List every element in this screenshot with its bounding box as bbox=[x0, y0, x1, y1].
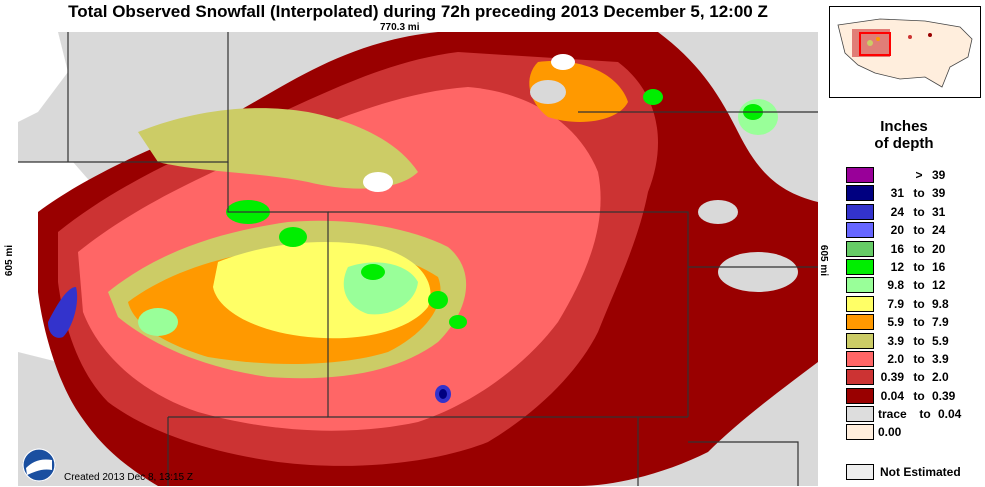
legend-swatch bbox=[846, 203, 874, 220]
legend-to-word: to bbox=[913, 223, 925, 238]
legend-to-word: to bbox=[913, 333, 925, 348]
legend-row: 24 to 31 bbox=[846, 203, 976, 221]
legend-row: trace to 0.04 bbox=[846, 405, 976, 423]
legend-swatch-not-estimated bbox=[846, 464, 874, 480]
legend-value-low: 24 bbox=[890, 204, 904, 219]
legend-swatch bbox=[846, 424, 874, 441]
legend-swatch bbox=[846, 350, 874, 367]
legend-to-word: to bbox=[913, 204, 925, 219]
legend-row: 20 to 24 bbox=[846, 221, 976, 239]
legend-value-low: 0.00 bbox=[878, 425, 902, 440]
legend-value-high: 5.9 bbox=[932, 333, 949, 348]
vertical-scale-label-right: 605 mi bbox=[818, 244, 830, 277]
vertical-scale-label-left: 605 mi bbox=[4, 244, 16, 277]
snowfall-legend: >39 31 to 39 24 to 31 20 to 24 16 to 20 12 to 16 9.8 to 12… bbox=[846, 166, 976, 442]
legend-swatch bbox=[846, 387, 874, 404]
legend-value-low: 5.9 bbox=[887, 315, 904, 330]
legend-to-word: to bbox=[913, 351, 925, 366]
legend-swatch bbox=[846, 332, 874, 349]
legend-swatch bbox=[846, 369, 874, 386]
legend-to-word: to bbox=[913, 370, 925, 385]
noaa-logo bbox=[22, 448, 56, 482]
legend-value-high: 12 bbox=[932, 278, 946, 293]
legend-title: Inches of depth bbox=[829, 118, 979, 152]
legend-value-high: 2.0 bbox=[932, 370, 949, 385]
legend-swatch bbox=[846, 167, 874, 183]
created-timestamp: Created 2013 Dec 8, 13:15 Z bbox=[64, 472, 193, 483]
legend-swatch bbox=[846, 185, 874, 202]
legend-value-low: 16 bbox=[890, 241, 904, 256]
legend-row: 7.9 to 9.8 bbox=[846, 295, 976, 313]
not-estimated-legend-row: Not Estimated bbox=[846, 463, 981, 481]
legend-to-word: to bbox=[913, 296, 925, 311]
legend-value-low: 31 bbox=[890, 186, 904, 201]
legend-to-word: to bbox=[913, 186, 925, 201]
legend-row: 0.39 to 2.0 bbox=[846, 368, 976, 386]
legend-value-high: 20 bbox=[932, 241, 946, 256]
legend-value-high: 7.9 bbox=[932, 315, 949, 330]
legend-to-word: to bbox=[913, 278, 925, 293]
legend-value-high: 0.39 bbox=[932, 388, 956, 403]
legend-value-high: 3.9 bbox=[932, 351, 949, 366]
legend-value-high: 31 bbox=[932, 204, 946, 219]
legend-value-low: 7.9 bbox=[887, 296, 904, 311]
legend-swatch bbox=[846, 240, 874, 257]
legend-swatch bbox=[846, 406, 874, 423]
legend-value-high: 24 bbox=[932, 223, 946, 238]
overview-locator-map[interactable] bbox=[829, 6, 981, 98]
legend-row: 0.04 to 0.39 bbox=[846, 387, 976, 405]
legend-to-word: to bbox=[913, 241, 925, 256]
legend-row: 2.0 to 3.9 bbox=[846, 350, 976, 368]
map-title: Total Observed Snowfall (Interpolated) d… bbox=[68, 2, 768, 21]
legend-row: 3.9 to 5.9 bbox=[846, 332, 976, 350]
legend-swatch bbox=[846, 258, 874, 275]
legend-swatch bbox=[846, 295, 874, 312]
legend-title-line1: Inches bbox=[880, 118, 928, 135]
snowfall-map[interactable] bbox=[18, 32, 818, 486]
legend-row: >39 bbox=[846, 166, 976, 184]
legend-row: 31 to 39 bbox=[846, 184, 976, 202]
legend-swatch bbox=[846, 222, 874, 239]
legend-value-high: 16 bbox=[932, 259, 946, 274]
legend-value-low: 0.39 bbox=[880, 370, 904, 385]
legend-greater-than: > bbox=[915, 168, 923, 182]
not-estimated-label: Not Estimated bbox=[880, 465, 961, 479]
legend-swatch bbox=[846, 277, 874, 294]
legend-value-low: 3.9 bbox=[887, 333, 904, 348]
legend-title-line2: of depth bbox=[874, 135, 934, 152]
legend-value-low: trace bbox=[878, 407, 907, 422]
legend-value-low: 9.8 bbox=[887, 278, 904, 293]
legend-value-low: 2.0 bbox=[887, 351, 904, 366]
legend-row: 0.00 bbox=[846, 423, 976, 441]
snowfall-map-graphic bbox=[18, 32, 818, 486]
legend-row: 16 to 20 bbox=[846, 240, 976, 258]
legend-to-word: to bbox=[913, 259, 925, 274]
legend-value-high: 9.8 bbox=[932, 296, 949, 311]
noaa-logo-icon bbox=[22, 448, 56, 482]
legend-value-low: 0.04 bbox=[880, 388, 904, 403]
legend-value-low: 12 bbox=[890, 259, 904, 274]
legend-swatch bbox=[846, 314, 874, 331]
legend-row: 12 to 16 bbox=[846, 258, 976, 276]
legend-value-high: 0.04 bbox=[938, 407, 962, 422]
legend-row: 9.8 to 12 bbox=[846, 276, 976, 294]
legend-to-word: to bbox=[913, 388, 925, 403]
legend-to-word: to bbox=[913, 315, 925, 330]
legend-row: 5.9 to 7.9 bbox=[846, 313, 976, 331]
horizontal-scale-label: 770.3 mi bbox=[380, 22, 420, 33]
legend-to-word: to bbox=[919, 407, 931, 422]
legend-value-low: 20 bbox=[890, 223, 904, 238]
legend-value-high: 39 bbox=[932, 186, 946, 201]
legend-value-high: 39 bbox=[932, 168, 946, 182]
us-overview-locator-icon bbox=[830, 7, 980, 97]
